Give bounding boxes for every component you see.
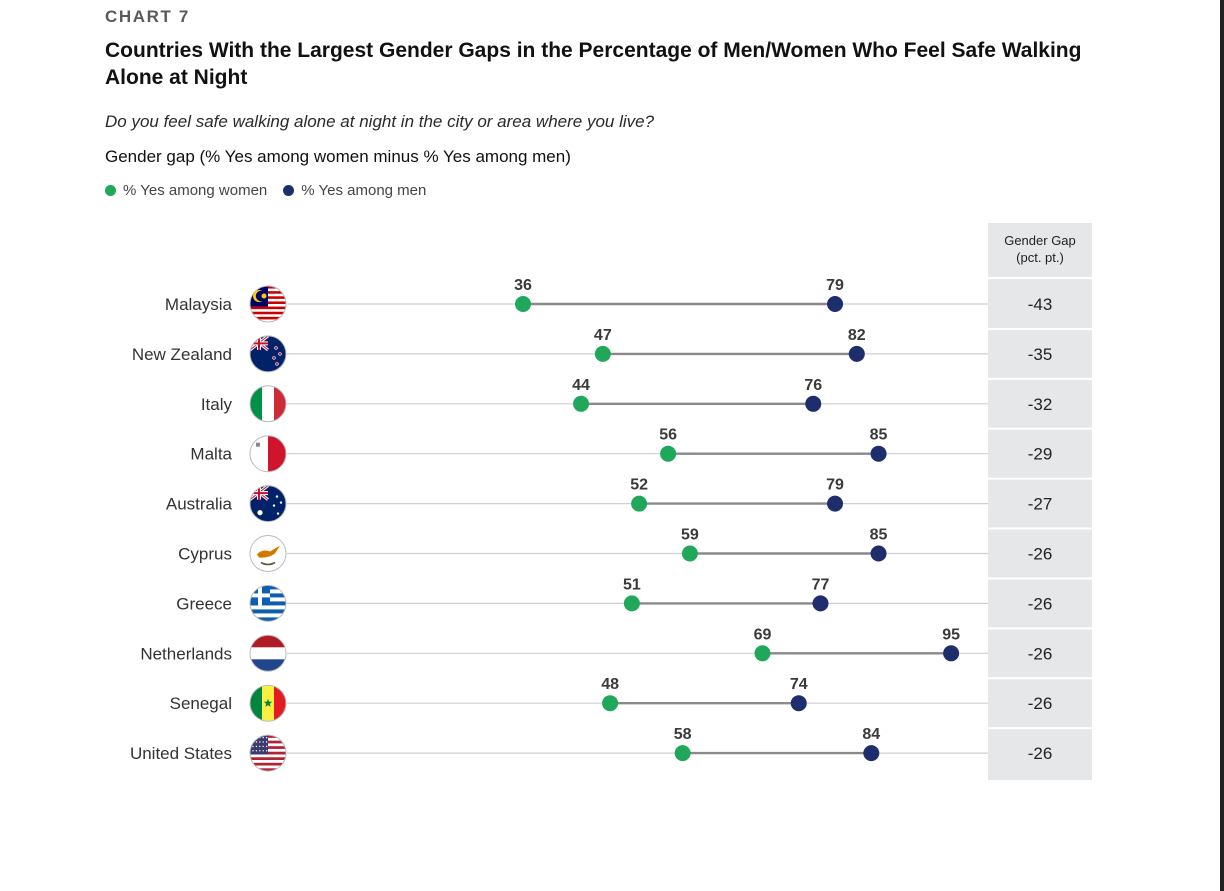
legend-label-men: % Yes among men xyxy=(301,182,427,199)
women-value-united-states: 58 xyxy=(674,726,692,743)
legend: % Yes among women % Yes among men xyxy=(105,182,442,199)
australia-flag-border xyxy=(249,485,287,523)
malta-flag-border xyxy=(249,435,287,473)
italy-flag-icon xyxy=(250,385,286,422)
women-dot-malaysia xyxy=(515,296,532,312)
country-label-greece: Greece xyxy=(176,594,232,613)
women-value-malaysia: 36 xyxy=(514,277,532,294)
senegal-flag-border xyxy=(249,684,287,722)
cyprus-flag-border xyxy=(249,535,287,572)
gap-value-greece: -26 xyxy=(1028,594,1053,613)
legend-dot-women xyxy=(105,185,116,196)
women-dot-malta xyxy=(660,445,677,462)
new-zealand-flag-border xyxy=(249,335,287,373)
malaysia-flag-border xyxy=(249,285,287,323)
country-label-netherlands: Netherlands xyxy=(140,644,232,663)
country-label-cyprus: Cyprus xyxy=(178,545,232,564)
women-dot-italy xyxy=(573,395,590,412)
women-value-australia: 52 xyxy=(630,477,648,494)
country-label-malaysia: Malaysia xyxy=(165,295,233,314)
country-label-australia: Australia xyxy=(166,495,233,514)
women-dot-cyprus xyxy=(681,545,698,562)
legend-item-men: % Yes among men xyxy=(283,182,426,199)
country-label-malta: Malta xyxy=(190,445,232,464)
men-dot-greece xyxy=(812,595,829,612)
gap-value-australia: -27 xyxy=(1028,495,1053,514)
men-value-netherlands: 95 xyxy=(942,626,960,643)
men-dot-netherlands xyxy=(943,645,960,662)
new-zealand-flag-icon xyxy=(250,335,286,372)
gap-value-malta: -29 xyxy=(1028,445,1053,464)
men-dot-united-states xyxy=(863,745,880,762)
women-dot-netherlands xyxy=(754,645,771,662)
men-dot-new-zealand xyxy=(848,345,865,362)
women-value-greece: 51 xyxy=(623,576,641,593)
women-value-new-zealand: 47 xyxy=(594,327,612,344)
country-label-united-states: United States xyxy=(130,744,232,763)
australia-flag-icon xyxy=(250,485,286,522)
men-dot-italy xyxy=(805,395,822,412)
men-value-malta: 85 xyxy=(870,427,888,444)
cyprus-flag-icon xyxy=(250,535,286,572)
women-value-malta: 56 xyxy=(659,427,677,444)
legend-item-women: % Yes among women xyxy=(105,182,267,199)
united-states-flag-border xyxy=(249,734,287,772)
chart-title: Countries With the Largest Gender Gaps i… xyxy=(105,39,1082,89)
men-value-greece: 77 xyxy=(812,576,830,593)
gap-column-header-line1: Gender Gap xyxy=(1004,233,1076,248)
country-label-new-zealand: New Zealand xyxy=(132,345,232,364)
men-dot-malta xyxy=(870,445,887,462)
legend-label-women: % Yes among women xyxy=(123,182,268,199)
women-dot-senegal xyxy=(602,695,619,712)
men-value-cyprus: 85 xyxy=(870,527,888,544)
chart-kicker: CHART 7 xyxy=(105,7,190,26)
men-value-united-states: 84 xyxy=(862,726,880,743)
men-dot-malaysia xyxy=(827,296,844,312)
women-dot-australia xyxy=(631,495,648,512)
malta-flag-icon xyxy=(250,435,286,472)
survey-question: Do you feel safe walking alone at night … xyxy=(105,112,655,131)
women-dot-united-states xyxy=(674,745,691,762)
window-edge-bar xyxy=(1220,0,1224,891)
gap-value-malaysia: -43 xyxy=(1028,295,1053,314)
gap-value-netherlands: -26 xyxy=(1028,644,1053,663)
senegal-flag-icon xyxy=(250,685,286,722)
men-dot-cyprus xyxy=(870,545,887,562)
netherlands-flag-icon xyxy=(250,635,286,672)
country-label-italy: Italy xyxy=(201,395,233,414)
italy-flag-border xyxy=(249,385,287,423)
men-value-italy: 76 xyxy=(804,377,822,394)
men-value-senegal: 74 xyxy=(790,676,808,693)
gap-column-background xyxy=(988,223,1092,781)
legend-dot-men xyxy=(283,185,295,196)
gap-value-senegal: -26 xyxy=(1028,694,1053,713)
women-value-netherlands: 69 xyxy=(754,626,772,643)
women-value-senegal: 48 xyxy=(601,676,619,693)
greece-flag-border xyxy=(249,584,287,622)
women-value-cyprus: 59 xyxy=(681,527,699,544)
men-value-australia: 79 xyxy=(826,477,844,494)
netherlands-flag-border xyxy=(249,634,287,672)
gap-value-new-zealand: -35 xyxy=(1028,345,1053,364)
men-value-new-zealand: 82 xyxy=(848,327,866,344)
metric-label: Gender gap (% Yes among women minus % Ye… xyxy=(105,147,571,166)
women-value-italy: 44 xyxy=(572,377,590,394)
gap-value-cyprus: -26 xyxy=(1028,545,1053,564)
men-dot-senegal xyxy=(790,695,807,712)
gap-column-header-line2: (pct. pt.) xyxy=(1016,250,1064,265)
men-dot-australia xyxy=(827,495,844,512)
women-dot-greece xyxy=(623,595,640,612)
men-value-malaysia: 79 xyxy=(826,277,844,294)
gap-value-italy: -32 xyxy=(1028,395,1053,414)
country-label-senegal: Senegal xyxy=(170,694,232,713)
gap-value-united-states: -26 xyxy=(1028,744,1053,763)
women-dot-new-zealand xyxy=(594,345,611,362)
